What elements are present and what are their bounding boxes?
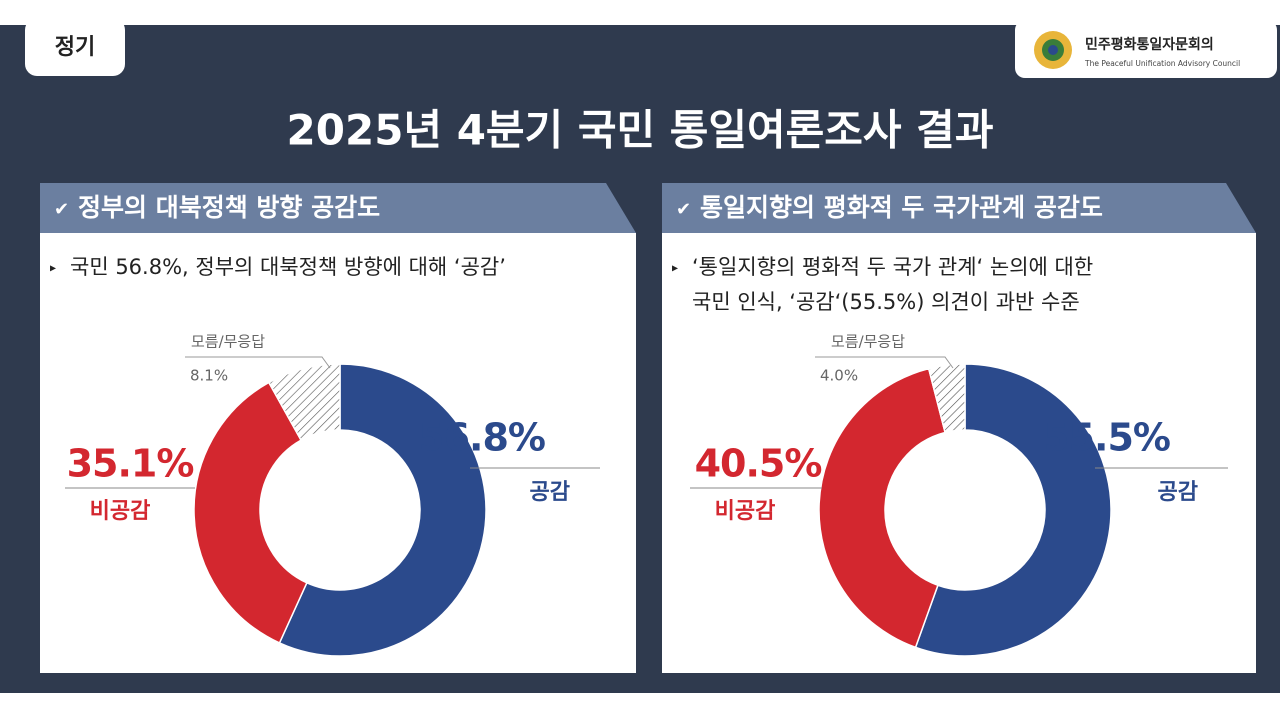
org-name: 민주평화통일자문회의 (1085, 36, 1214, 53)
bullet: ▸ (50, 261, 56, 275)
section-header (662, 183, 1256, 233)
category-label: 공감 (530, 480, 570, 505)
badge-box (25, 18, 125, 76)
subtitle: ‘통일지향의 평화적 두 국가 관계‘ 논의에 대한 (692, 255, 1093, 279)
section-title: 정부의 대북정책 방향 공감도 (78, 193, 380, 222)
logo-icon (1034, 31, 1072, 69)
org-name-en: The Peaceful Unification Advisory Counci… (1084, 59, 1240, 68)
leader-line (185, 356, 331, 369)
value-label: 8.1% (190, 367, 228, 385)
category-label: 모름/무응답 (831, 333, 905, 351)
title: 2025년 4분기 국민 통일여론조사 결과 (287, 106, 994, 155)
check-icon: ✔ (54, 199, 69, 220)
donut-segment (267, 363, 341, 442)
category-label: 공감 (1158, 480, 1198, 505)
leader-line (815, 356, 954, 369)
section-header (40, 183, 636, 233)
subtitle: 국민 56.8%, 정부의 대북정책 방향에 대해 ‘공감’ (70, 255, 506, 279)
check-icon: ✔ (676, 199, 691, 220)
subtitle: 국민 인식, ‘공감‘(55.5%) 의견이 과반 수준 (692, 290, 1080, 314)
category-label: 비공감 (715, 499, 776, 524)
value-label: 40.5% (695, 442, 822, 486)
bullet: ▸ (672, 261, 678, 275)
value-label: 4.0% (820, 367, 858, 385)
value-label: 35.1% (67, 442, 194, 486)
section-title: 통일지향의 평화적 두 국가관계 공감도 (700, 193, 1103, 222)
donut-segment (927, 363, 966, 434)
donut-segment (914, 363, 1112, 657)
value-label: 56.8% (418, 416, 545, 460)
donut-segment (818, 367, 947, 649)
logo-box (1015, 20, 1277, 78)
value-label: 55.5% (1043, 416, 1170, 460)
donut-segment (278, 363, 487, 657)
donut-segment (193, 381, 308, 644)
badge: 정기 (55, 35, 95, 60)
category-label: 비공감 (90, 499, 151, 524)
category-label: 모름/무응답 (191, 333, 265, 351)
